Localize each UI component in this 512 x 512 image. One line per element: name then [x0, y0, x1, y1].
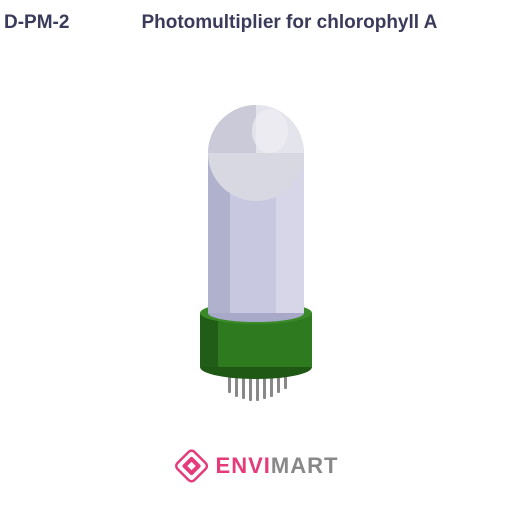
brand-envi: ENVI [216, 453, 271, 478]
logo-icon [174, 448, 210, 484]
product-image [176, 95, 336, 410]
brand-logo: ENVIMART [174, 448, 339, 484]
tube-body-group [208, 105, 304, 322]
product-code: D-PM-2 [0, 12, 69, 34]
header-row: D-PM-2 Photomultiplier for chlorophyll A [0, 0, 512, 34]
brand-mart: MART [271, 453, 339, 478]
brand-text: ENVIMART [216, 453, 339, 479]
product-title: Photomultiplier for chlorophyll A [141, 12, 437, 34]
